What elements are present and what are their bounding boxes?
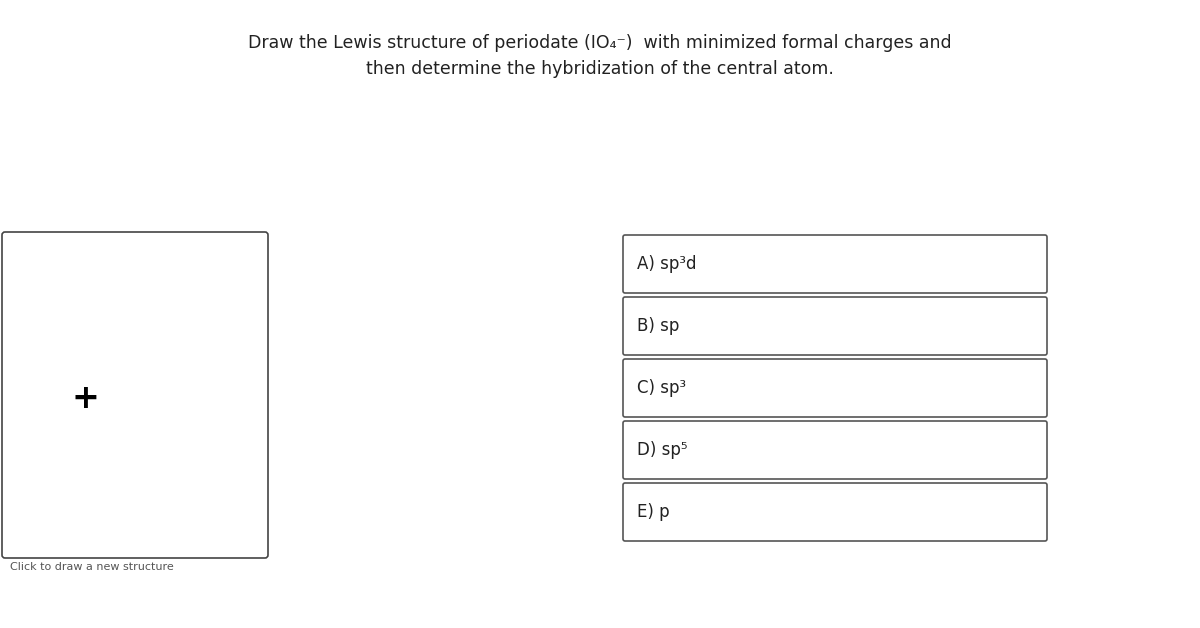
FancyBboxPatch shape — [623, 235, 1046, 293]
Text: B) sp: B) sp — [637, 317, 679, 335]
Text: C) sp³: C) sp³ — [637, 379, 686, 397]
Text: +: + — [71, 381, 98, 414]
FancyBboxPatch shape — [623, 359, 1046, 417]
FancyBboxPatch shape — [623, 297, 1046, 355]
Text: E) p: E) p — [637, 503, 670, 521]
Text: Draw the Lewis structure of periodate (IO₄⁻)  with minimized formal charges and
: Draw the Lewis structure of periodate (I… — [248, 34, 952, 78]
Text: A) sp³d: A) sp³d — [637, 255, 696, 273]
Text: D) sp⁵: D) sp⁵ — [637, 441, 688, 459]
Text: Click to draw a new structure: Click to draw a new structure — [10, 562, 174, 572]
FancyBboxPatch shape — [623, 421, 1046, 479]
FancyBboxPatch shape — [623, 483, 1046, 541]
FancyBboxPatch shape — [2, 232, 268, 558]
